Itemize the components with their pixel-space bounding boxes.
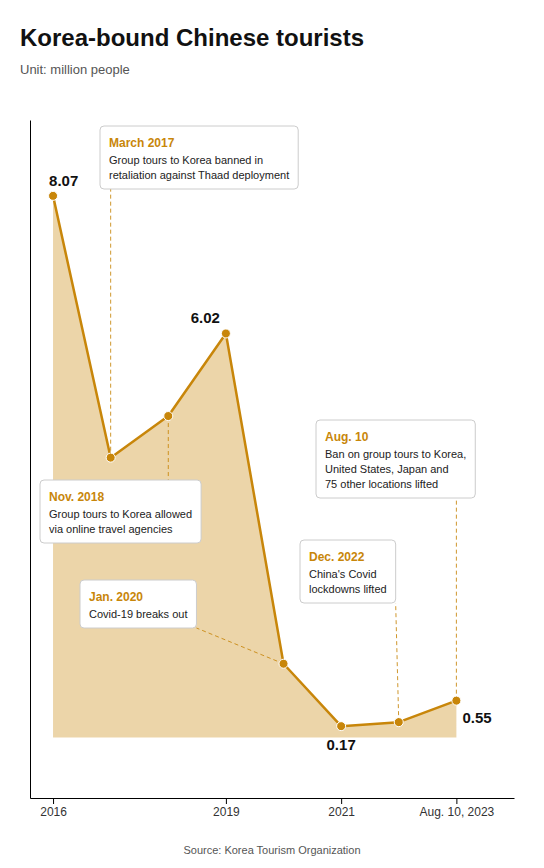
source: Source: Korea Tourism Organization (183, 844, 360, 856)
data-label: 6.02 (191, 309, 220, 326)
annotation-box (100, 126, 298, 189)
annotation: Nov. 2018 Group tours to Korea allowed via… (40, 480, 201, 543)
annotation-connector (396, 603, 399, 722)
annotation-text: lockdowns lifted (309, 583, 387, 595)
x-tick-mark (226, 798, 227, 804)
annotation-connector (168, 416, 169, 480)
annotation-text: Covid-19 breaks out (89, 608, 187, 620)
data-label: 8.07 (49, 172, 78, 189)
data-label: 0.55 (462, 709, 491, 726)
annotation-box (80, 580, 196, 628)
annotation-text: via online travel agencies (49, 523, 173, 535)
annotation: March 2017 Group tours to Korea banned in… (100, 126, 298, 189)
annotation-connector (196, 628, 283, 664)
chart-svg: Korea-bound Chinese tourists Unit: millio… (0, 0, 544, 868)
marker (49, 191, 58, 200)
annotation-title: Dec. 2022 (309, 550, 365, 564)
annotation-text: Group tours to Korea banned in (109, 154, 263, 166)
annotation: Aug. 10 Ban on group tours to Korea, Unite… (316, 420, 475, 498)
marker (221, 329, 230, 338)
annotation-text: 75 other locations lifted (325, 478, 438, 490)
annotation-title: March 2017 (109, 136, 175, 150)
annotation: Jan. 2020 Covid-19 breaks out (80, 580, 196, 628)
annotation-title: Jan. 2020 (89, 590, 143, 604)
annotation-title: Nov. 2018 (49, 490, 104, 504)
annotation-title: Aug. 10 (325, 430, 369, 444)
y-axis (30, 121, 31, 799)
annotation-connector (456, 498, 457, 701)
area (53, 196, 456, 738)
annotation: Dec. 2022 China's Covid lockdowns lifted (300, 540, 396, 603)
annotation-text: China's Covid (309, 568, 377, 580)
x-tick-mark (456, 798, 457, 804)
y-axis-line (30, 121, 31, 799)
annotation-text: Ban on group tours to Korea, (325, 448, 466, 460)
annotation-box (300, 540, 396, 603)
plot: 2016 2019 2021 Aug. 10, 2023 8.07 6.02 0.17 0.5… (31, 121, 515, 819)
chart-container: Korea-bound Chinese tourists Unit: millio… (0, 0, 544, 868)
x-tick: 2019 (213, 798, 240, 819)
x-axis-line (31, 798, 515, 799)
x-tick-label: 2019 (213, 805, 240, 819)
annotation-text: United States, Japan and (325, 463, 449, 475)
marker (337, 722, 346, 731)
x-tick: 2021 (328, 798, 355, 819)
x-tick-mark (341, 798, 342, 804)
data-labels: 8.07 6.02 0.17 0.55 (49, 172, 492, 753)
x-axis: 2016 2019 2021 Aug. 10, 2023 (31, 798, 515, 819)
annotation-box (316, 420, 475, 498)
x-tick-label: 2021 (328, 805, 355, 819)
subtitle: Unit: million people (20, 62, 130, 77)
annotation-text: Group tours to Korea allowed (49, 508, 192, 520)
x-tick-label: Aug. 10, 2023 (420, 805, 495, 819)
annotations: March 2017 Group tours to Korea banned in… (40, 126, 475, 628)
data-label: 0.17 (327, 736, 356, 753)
annotation-box (40, 480, 201, 543)
x-tick: 2016 (40, 798, 67, 819)
annotation-text: retaliation against Thaad deployment (109, 169, 289, 181)
x-tick-label: 2016 (40, 805, 67, 819)
title: Korea-bound Chinese tourists (20, 24, 364, 51)
annotation-connector (110, 189, 111, 458)
x-tick: Aug. 10, 2023 (420, 798, 495, 819)
x-tick-mark (53, 798, 54, 804)
